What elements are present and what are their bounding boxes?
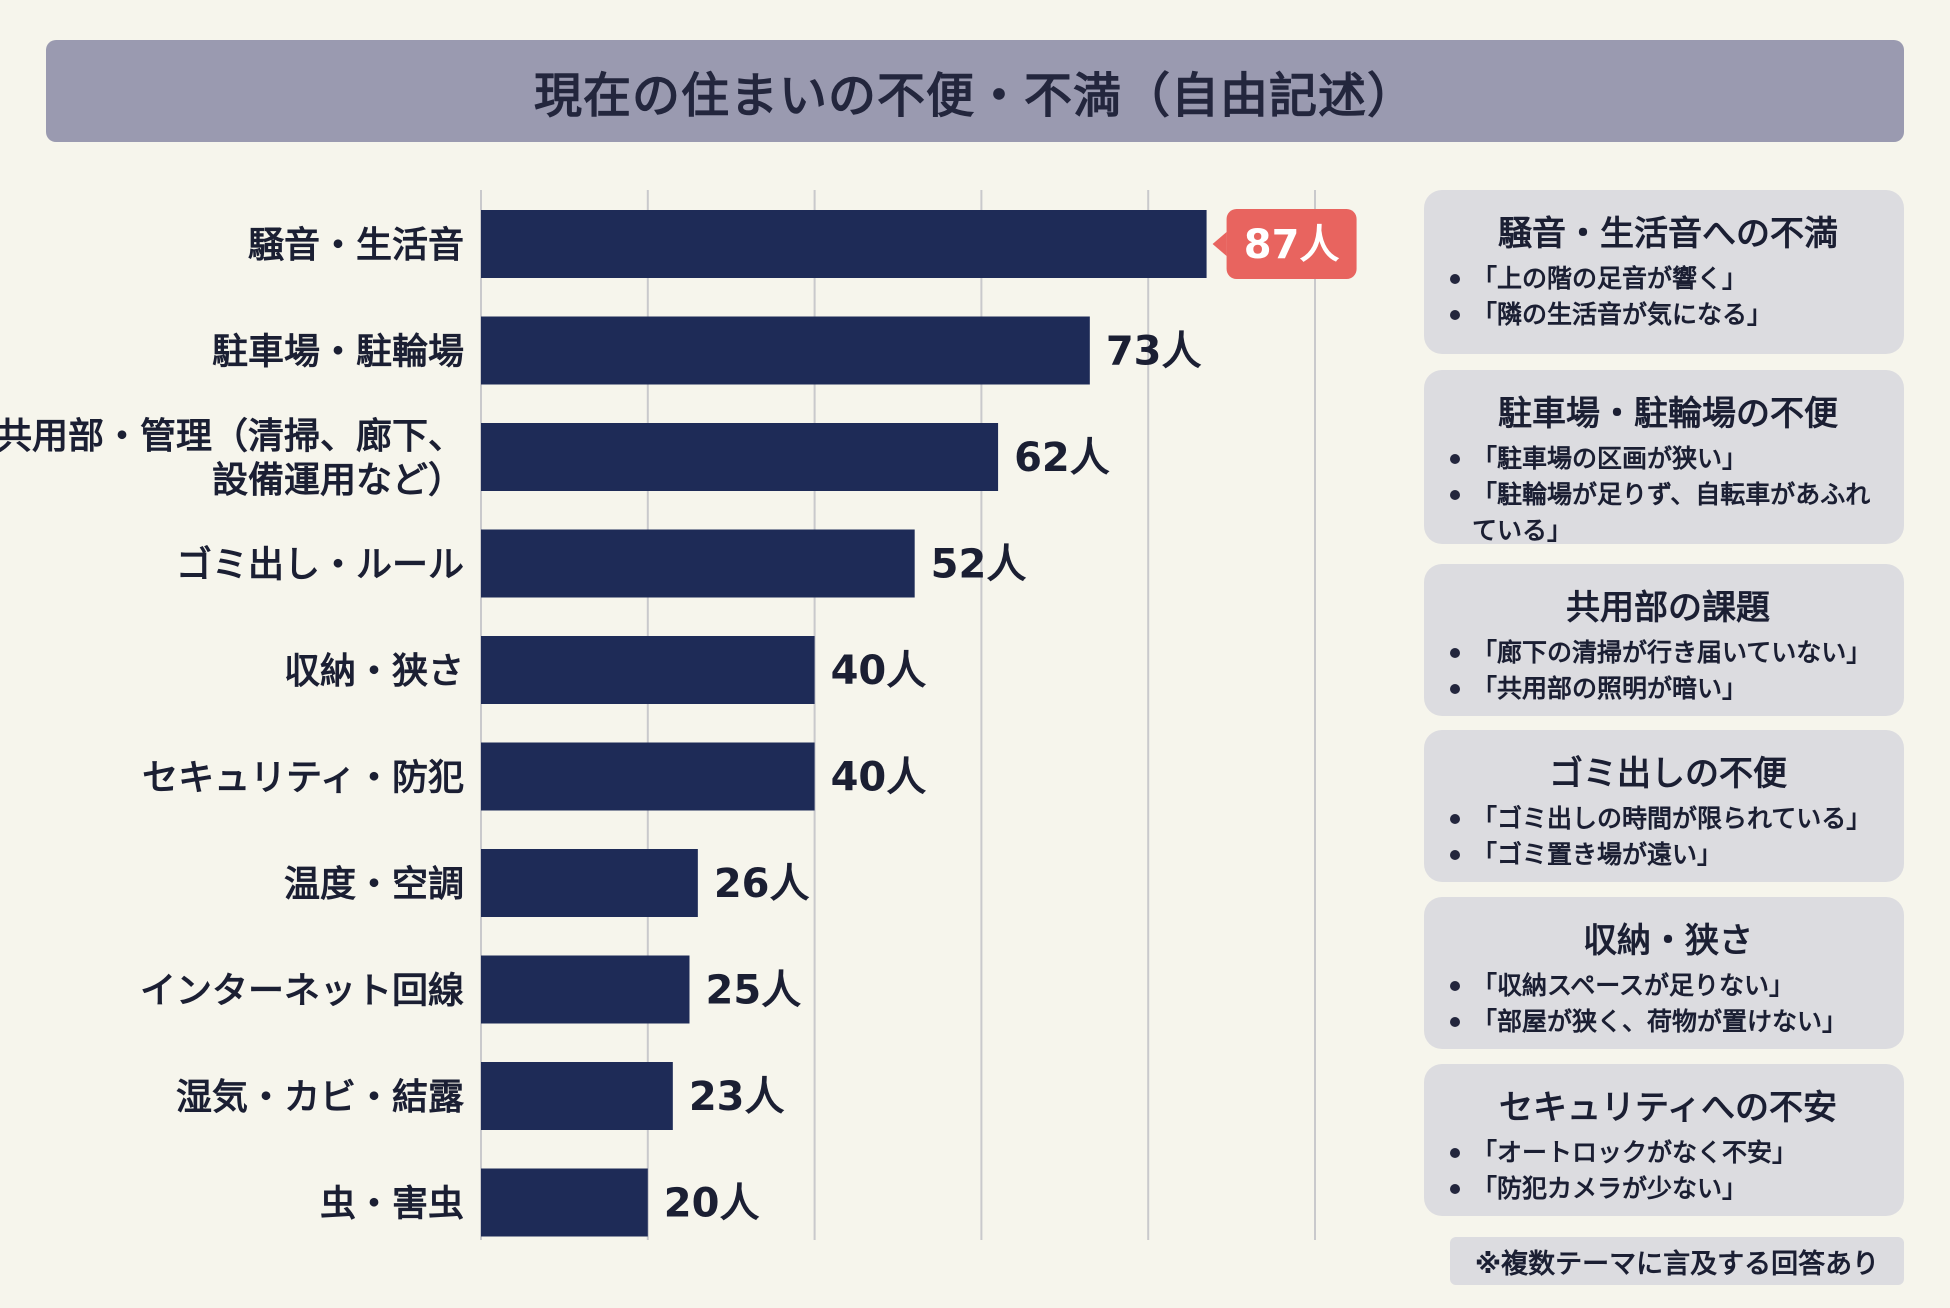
bar	[481, 955, 690, 1024]
panel-quote: 「ゴミ置き場が遠い」	[1450, 837, 1886, 873]
highlight-callout: 87人	[1212, 209, 1357, 279]
category-label: 収納・狭さ	[284, 651, 464, 692]
footnote: ※複数テーマに言及する回答あり	[1450, 1237, 1904, 1285]
category-label: 温度・空調	[284, 864, 464, 905]
panel-title: 駐車場・駐輪場の不便	[1498, 394, 1838, 434]
panel-quote: 「部屋が狭く、荷物が置けない」	[1450, 1004, 1886, 1040]
category-label: 共用部・管理（清掃、廊下、設備運用など）	[0, 416, 464, 501]
page-title: 現在の住まいの不便・不満（自由記述）	[533, 68, 1416, 124]
panel-title: 騒音・生活音への不満	[1498, 214, 1838, 254]
comment-panel: 駐車場・駐輪場の不便 「駐車場の区画が狭い」 「駐輪場が足りず、自転車があふれて…	[1424, 370, 1904, 545]
comment-panel: 収納・狭さ 「収納スペースが足りない」 「部屋が狭く、荷物が置けない」	[1424, 897, 1904, 1049]
panel-quote: 「隣の生活音が気になる」	[1450, 297, 1886, 333]
callout-pointer	[1212, 232, 1227, 256]
category-label: 騒音・生活音	[248, 225, 464, 266]
comment-panel: 騒音・生活音への不満 「上の階の足音が響く」 「隣の生活音が気になる」	[1424, 190, 1904, 354]
panel-quote: 「上の階の足音が響く」	[1450, 261, 1886, 297]
bar	[481, 529, 915, 598]
panel-title: セキュリティへの不安	[1499, 1088, 1837, 1128]
category-label: 駐車場・駐輪場	[212, 331, 464, 373]
value-label: 40人	[831, 755, 927, 801]
category-label: セキュリティ・防犯	[142, 758, 464, 799]
category-label: 湿気・カビ・結露	[176, 1077, 465, 1118]
panel-quote: 「駐車場の区画が狭い」	[1450, 441, 1886, 477]
category-label: インターネット回線	[140, 971, 464, 1012]
comment-panel: 共用部の課題 「廊下の清掃が行き届いていない」 「共用部の照明が暗い」	[1424, 564, 1904, 716]
comment-panel: ゴミ出しの不便 「ゴミ出しの時間が限られている」 「ゴミ置き場が遠い」	[1424, 730, 1904, 882]
bar	[481, 316, 1090, 385]
bar	[481, 210, 1207, 278]
category-label: ゴミ出し・ルール	[176, 544, 464, 586]
value-label: 23人	[689, 1074, 785, 1120]
bar	[481, 636, 815, 704]
panel-quote: 「ゴミ出しの時間が限られている」	[1450, 801, 1886, 837]
bar	[481, 1168, 648, 1237]
panel-quote: 「共用部の照明が暗い」	[1450, 671, 1886, 707]
panel-quote: 「収納スペースが足りない」	[1450, 968, 1886, 1004]
bar	[481, 1062, 673, 1130]
value-label: 73人	[1106, 329, 1202, 375]
panel-quote: 「駐輪場が足りず、自転車があふれている」	[1450, 477, 1886, 549]
value-label: 52人	[931, 542, 1027, 588]
bar	[481, 742, 815, 811]
panel-quote: 「防犯カメラが少ない」	[1450, 1171, 1886, 1207]
panel-quote: 「オートロックがなく不安」	[1450, 1135, 1886, 1171]
value-label: 87人	[1244, 222, 1340, 268]
callout-box	[1226, 209, 1357, 279]
panel-title: ゴミ出しの不便	[1549, 754, 1787, 794]
panel-title: 共用部の課題	[1566, 588, 1770, 628]
panel-title: 収納・狭さ	[1583, 921, 1753, 961]
category-label: 虫・害虫	[320, 1184, 464, 1225]
value-label: 20人	[664, 1181, 760, 1227]
comment-panel: セキュリティへの不安 「オートロックがなく不安」 「防犯カメラが少ない」	[1424, 1064, 1904, 1216]
bar	[481, 849, 698, 917]
value-label: 26人	[714, 861, 810, 907]
panel-quote: 「廊下の清掃が行き届いていない」	[1450, 635, 1886, 671]
bar	[481, 423, 999, 491]
value-label: 62人	[1014, 435, 1110, 481]
title-bar: 現在の住まいの不便・不満（自由記述）	[46, 40, 1904, 142]
value-label: 25人	[706, 968, 802, 1014]
value-label: 40人	[831, 648, 927, 694]
